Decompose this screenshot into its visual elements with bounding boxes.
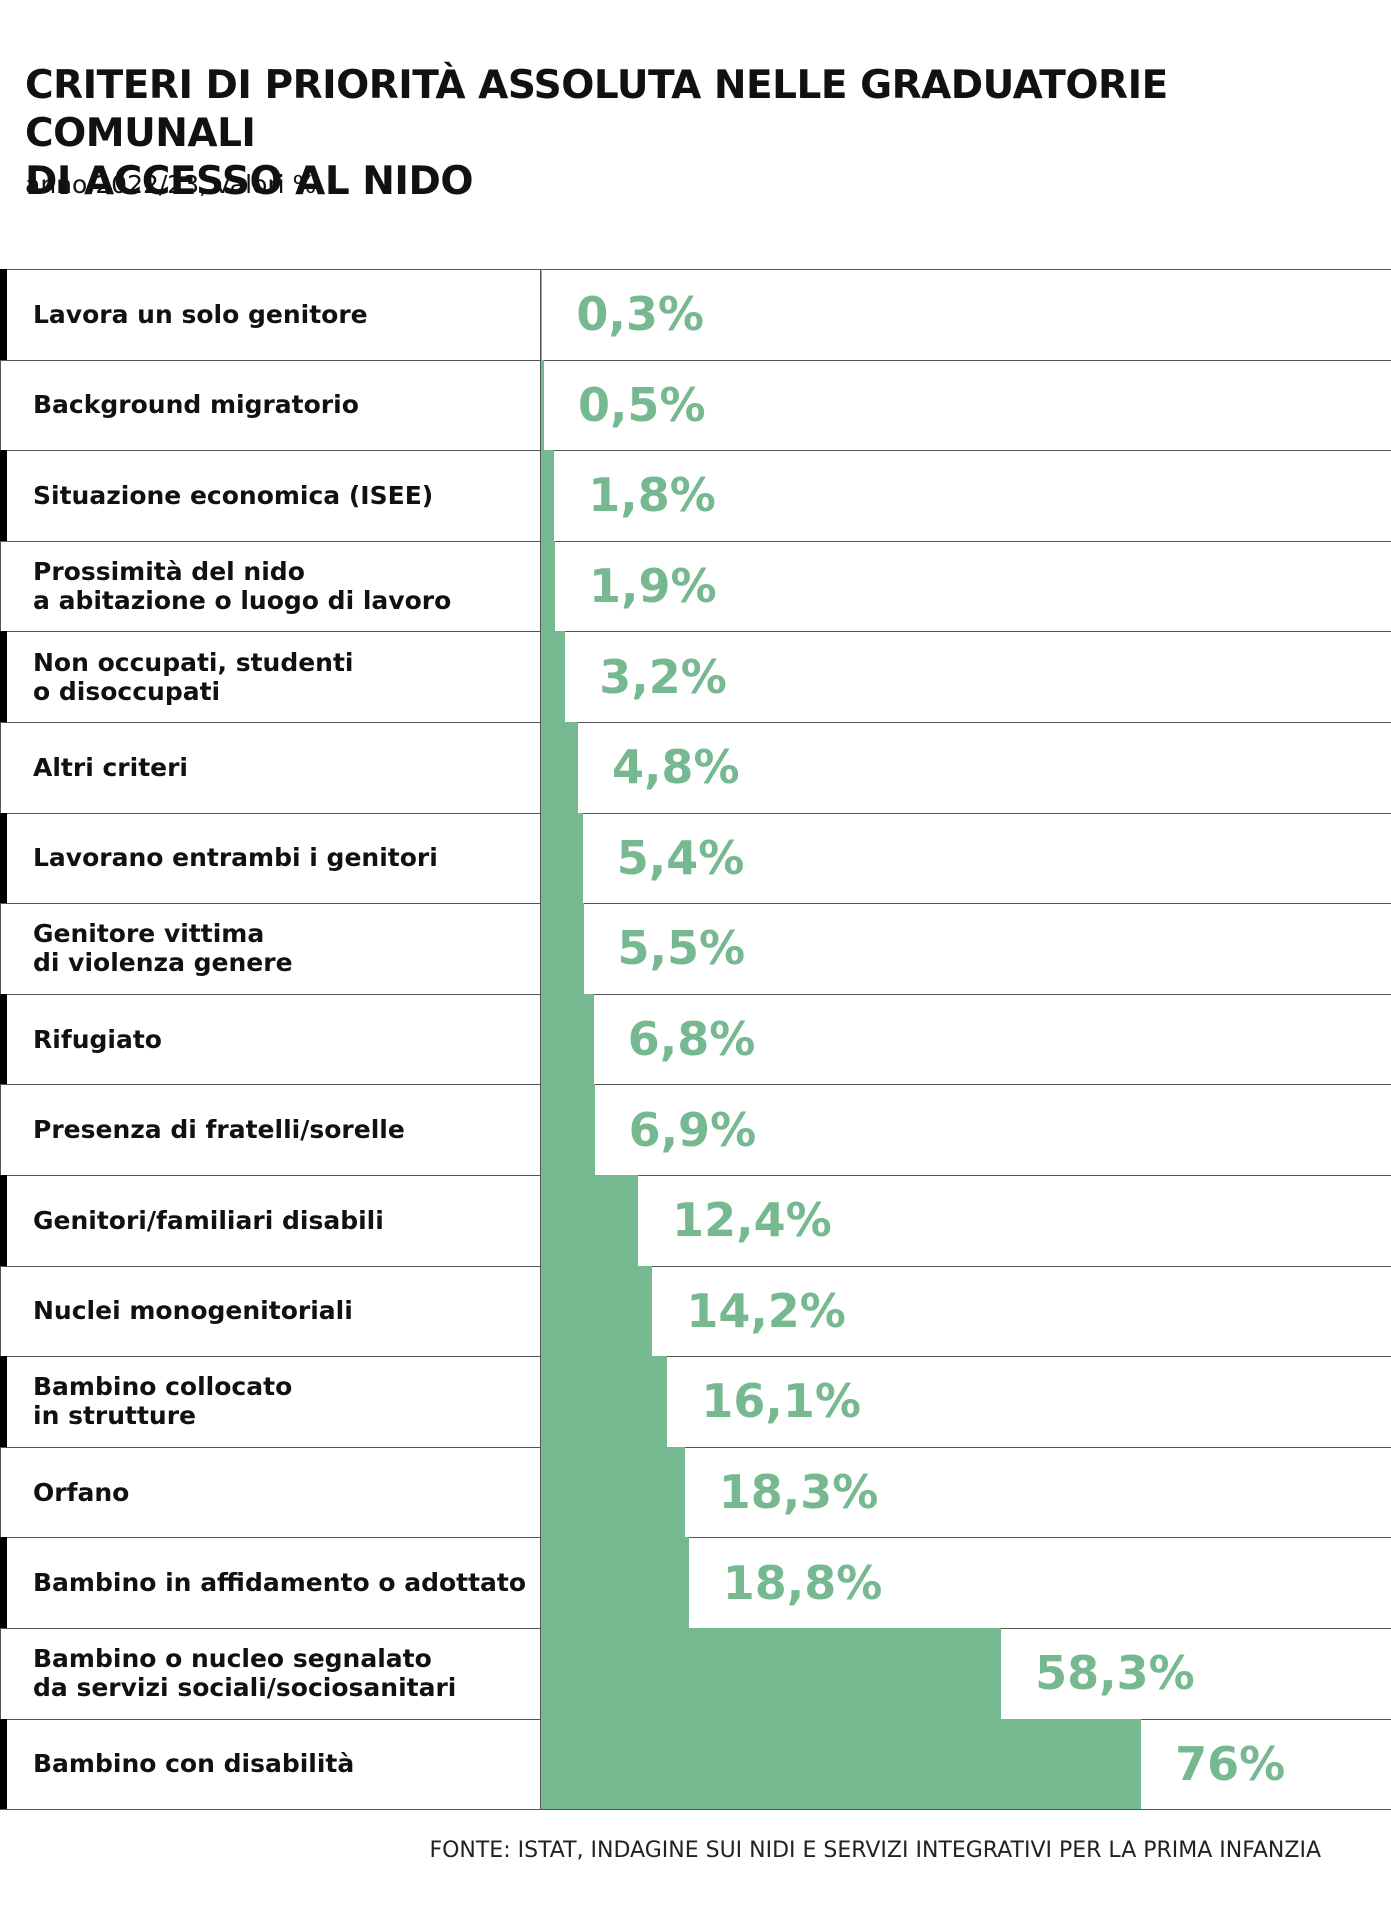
row-label: Bambino in affidamento o adottato — [33, 1568, 527, 1598]
bar — [540, 812, 583, 904]
row-line — [0, 1537, 1391, 1539]
row-stripe — [0, 903, 1, 994]
row-line — [0, 1265, 1391, 1267]
row-label: Background migratorio — [33, 390, 359, 420]
row-line — [0, 450, 1391, 452]
value-label: 18,3% — [718, 1465, 879, 1520]
value-label: 0,5% — [577, 377, 706, 432]
bar — [540, 1356, 668, 1447]
row-stripe — [0, 540, 1, 632]
row-line — [0, 993, 1391, 995]
chart-title: CRITERI DI PRIORITÀ ASSOLUTA NELLE GRADU… — [25, 63, 1168, 204]
bar — [540, 1175, 639, 1266]
bar — [540, 1265, 653, 1357]
bar — [540, 631, 566, 722]
row-line — [0, 1446, 1391, 1448]
row-line — [0, 631, 1391, 633]
value-label: 76% — [1175, 1736, 1286, 1791]
bar — [540, 359, 544, 451]
row-label: Genitore vittima di violenza genere — [33, 919, 293, 978]
bar — [540, 993, 594, 1085]
row-label: Prossimità del nido a abitazione o luogo… — [33, 557, 452, 616]
row-label: Lavorano entrambi i genitori — [33, 843, 438, 873]
value-label: 5,5% — [617, 921, 746, 976]
row-stripe — [0, 1265, 1, 1357]
row-label: Bambino collocato in strutture — [33, 1372, 293, 1431]
row-stripe — [0, 631, 7, 722]
row-line — [0, 812, 1391, 814]
value-label: 12,4% — [672, 1193, 832, 1248]
row-label: Orfano — [33, 1477, 130, 1507]
bar — [540, 1446, 685, 1538]
row-stripe — [0, 450, 7, 541]
bar — [540, 540, 556, 632]
row-label: Non occupati, studenti o disoccupati — [33, 647, 354, 706]
column-divider — [540, 269, 541, 1810]
bar — [540, 1084, 595, 1175]
row-stripe — [0, 812, 7, 904]
row-line — [0, 1356, 1391, 1358]
row-stripe — [0, 1356, 7, 1447]
row-stripe — [0, 1084, 1, 1175]
row-stripe — [0, 269, 7, 360]
row-label: Presenza di fratelli/sorelle — [33, 1115, 405, 1145]
row-stripe — [0, 1446, 1, 1538]
value-label: 16,1% — [701, 1374, 861, 1429]
value-label: 6,8% — [627, 1012, 756, 1067]
value-label: 5,4% — [616, 830, 745, 885]
row-line — [0, 1809, 1391, 1811]
row-label: Nuclei monogenitoriali — [33, 1296, 353, 1326]
value-label: 1,9% — [589, 559, 717, 614]
chart-subtitle: anno 2022/23, valori % — [25, 170, 317, 199]
row-label: Bambino con disabilità — [33, 1749, 355, 1779]
value-label: 58,3% — [1035, 1646, 1195, 1701]
bar — [540, 903, 584, 994]
bar — [540, 450, 555, 541]
source-note: FONTE: ISTAT, INDAGINE SUI NIDI E SERVIZ… — [429, 1838, 1321, 1863]
row-line — [0, 1084, 1391, 1086]
value-label: 1,8% — [588, 468, 716, 523]
value-label: 14,2% — [686, 1283, 846, 1338]
bar — [540, 1537, 689, 1628]
row-line — [0, 903, 1391, 905]
row-line — [0, 722, 1391, 723]
value-label: 6,9% — [628, 1102, 757, 1157]
bar — [540, 722, 578, 813]
row-label: Genitori/familiari disabili — [33, 1205, 384, 1235]
value-label: 4,8% — [611, 740, 740, 795]
value-label: 3,2% — [599, 649, 727, 704]
row-line — [0, 1175, 1391, 1176]
row-label: Altri criteri — [33, 752, 188, 782]
bar — [540, 1718, 1142, 1810]
bar — [540, 1628, 1002, 1719]
row-stripe — [0, 1175, 7, 1266]
row-line — [0, 359, 1391, 361]
row-label: Rifugiato — [33, 1024, 162, 1054]
row-line — [0, 540, 1391, 542]
row-stripe — [0, 722, 1, 813]
bar — [540, 269, 543, 360]
value-label: 0,3% — [576, 287, 704, 342]
value-label: 18,8% — [722, 1555, 883, 1610]
row-label: Lavora un solo genitore — [33, 299, 368, 329]
row-line — [0, 269, 1391, 270]
row-label: Bambino o nucleo segnalato da servizi so… — [33, 1644, 457, 1703]
row-label: Situazione economica (ISEE) — [33, 480, 434, 510]
row-stripe — [0, 1537, 7, 1628]
row-stripe — [0, 1628, 1, 1719]
row-stripe — [0, 359, 1, 451]
row-stripe — [0, 993, 7, 1085]
row-stripe — [0, 1718, 7, 1810]
